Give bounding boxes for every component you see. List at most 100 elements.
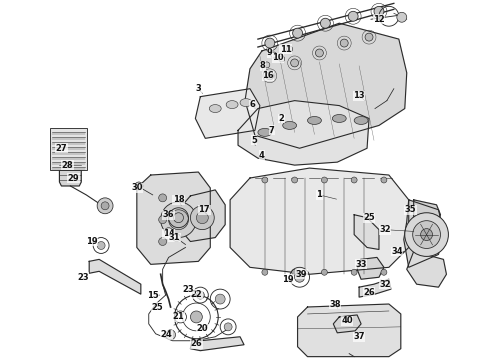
Text: 35: 35	[405, 205, 416, 214]
Circle shape	[101, 202, 109, 210]
Text: 38: 38	[330, 300, 341, 309]
Circle shape	[191, 206, 214, 230]
Text: 15: 15	[147, 291, 159, 300]
Circle shape	[292, 177, 297, 183]
Circle shape	[291, 59, 298, 67]
Circle shape	[351, 269, 357, 275]
Circle shape	[405, 213, 448, 256]
Circle shape	[264, 62, 270, 68]
Polygon shape	[245, 23, 407, 148]
Text: 19: 19	[86, 237, 98, 246]
Text: 6: 6	[249, 100, 255, 109]
Ellipse shape	[258, 129, 272, 136]
Circle shape	[161, 202, 196, 238]
Polygon shape	[297, 304, 401, 357]
Polygon shape	[354, 215, 379, 249]
Polygon shape	[59, 162, 81, 186]
Circle shape	[169, 210, 189, 230]
Text: 26: 26	[191, 339, 202, 348]
Text: 29: 29	[68, 174, 79, 183]
Ellipse shape	[332, 114, 346, 122]
Circle shape	[348, 11, 358, 21]
Ellipse shape	[209, 105, 221, 113]
Circle shape	[293, 28, 302, 38]
Circle shape	[173, 213, 183, 223]
Circle shape	[420, 229, 433, 240]
Text: 37: 37	[353, 332, 365, 341]
Polygon shape	[357, 257, 384, 279]
Text: 20: 20	[196, 324, 208, 333]
Polygon shape	[230, 168, 409, 274]
Text: 21: 21	[172, 312, 184, 321]
Text: 22: 22	[191, 289, 202, 298]
Circle shape	[172, 234, 180, 242]
Circle shape	[262, 269, 268, 275]
Text: 9: 9	[267, 49, 272, 58]
Text: 18: 18	[172, 195, 184, 204]
Text: 25: 25	[363, 213, 375, 222]
Circle shape	[351, 177, 357, 183]
Text: 28: 28	[62, 161, 73, 170]
FancyBboxPatch shape	[49, 129, 87, 170]
Circle shape	[413, 221, 441, 248]
Circle shape	[321, 269, 327, 275]
Text: 32: 32	[379, 225, 391, 234]
Circle shape	[191, 311, 202, 323]
Text: 30: 30	[131, 184, 143, 193]
Text: 40: 40	[342, 316, 353, 325]
Circle shape	[279, 56, 285, 62]
Text: 23: 23	[77, 273, 89, 282]
Text: 25: 25	[152, 302, 164, 311]
Circle shape	[292, 269, 297, 275]
Circle shape	[159, 238, 167, 246]
Text: 39: 39	[296, 270, 307, 279]
Text: 2: 2	[279, 114, 285, 123]
Circle shape	[320, 18, 330, 28]
Text: 1: 1	[317, 190, 322, 199]
Circle shape	[97, 198, 113, 214]
Text: 7: 7	[269, 126, 275, 135]
Polygon shape	[333, 315, 361, 333]
Circle shape	[321, 177, 327, 183]
Polygon shape	[196, 89, 260, 138]
Circle shape	[271, 52, 277, 58]
Text: 26: 26	[363, 288, 375, 297]
Circle shape	[397, 12, 407, 22]
Text: 34: 34	[391, 247, 403, 256]
Polygon shape	[191, 337, 244, 351]
Text: 33: 33	[355, 260, 367, 269]
Polygon shape	[137, 172, 210, 264]
Text: 31: 31	[169, 233, 180, 242]
Circle shape	[316, 49, 323, 57]
Ellipse shape	[354, 117, 368, 125]
Polygon shape	[404, 200, 443, 267]
Polygon shape	[407, 251, 446, 287]
Circle shape	[381, 177, 387, 183]
Text: 16: 16	[262, 71, 274, 80]
Circle shape	[165, 228, 172, 235]
Circle shape	[287, 46, 293, 52]
Text: 24: 24	[161, 330, 172, 339]
Ellipse shape	[240, 99, 252, 107]
Text: 17: 17	[198, 205, 210, 214]
Ellipse shape	[226, 100, 238, 109]
Text: 27: 27	[55, 144, 67, 153]
Circle shape	[374, 6, 384, 16]
Text: 19: 19	[282, 275, 294, 284]
Polygon shape	[359, 279, 391, 297]
Circle shape	[97, 242, 105, 249]
Text: 12: 12	[373, 15, 385, 24]
Text: 14: 14	[163, 229, 174, 238]
Circle shape	[215, 294, 225, 304]
Text: 8: 8	[260, 62, 266, 71]
Polygon shape	[89, 260, 141, 294]
Ellipse shape	[308, 117, 321, 125]
Polygon shape	[238, 100, 369, 165]
Circle shape	[265, 38, 275, 48]
Text: 23: 23	[183, 285, 194, 294]
Text: 5: 5	[251, 136, 257, 145]
Circle shape	[196, 291, 204, 299]
Circle shape	[381, 269, 387, 275]
Text: 32: 32	[379, 280, 391, 289]
Circle shape	[135, 182, 143, 190]
